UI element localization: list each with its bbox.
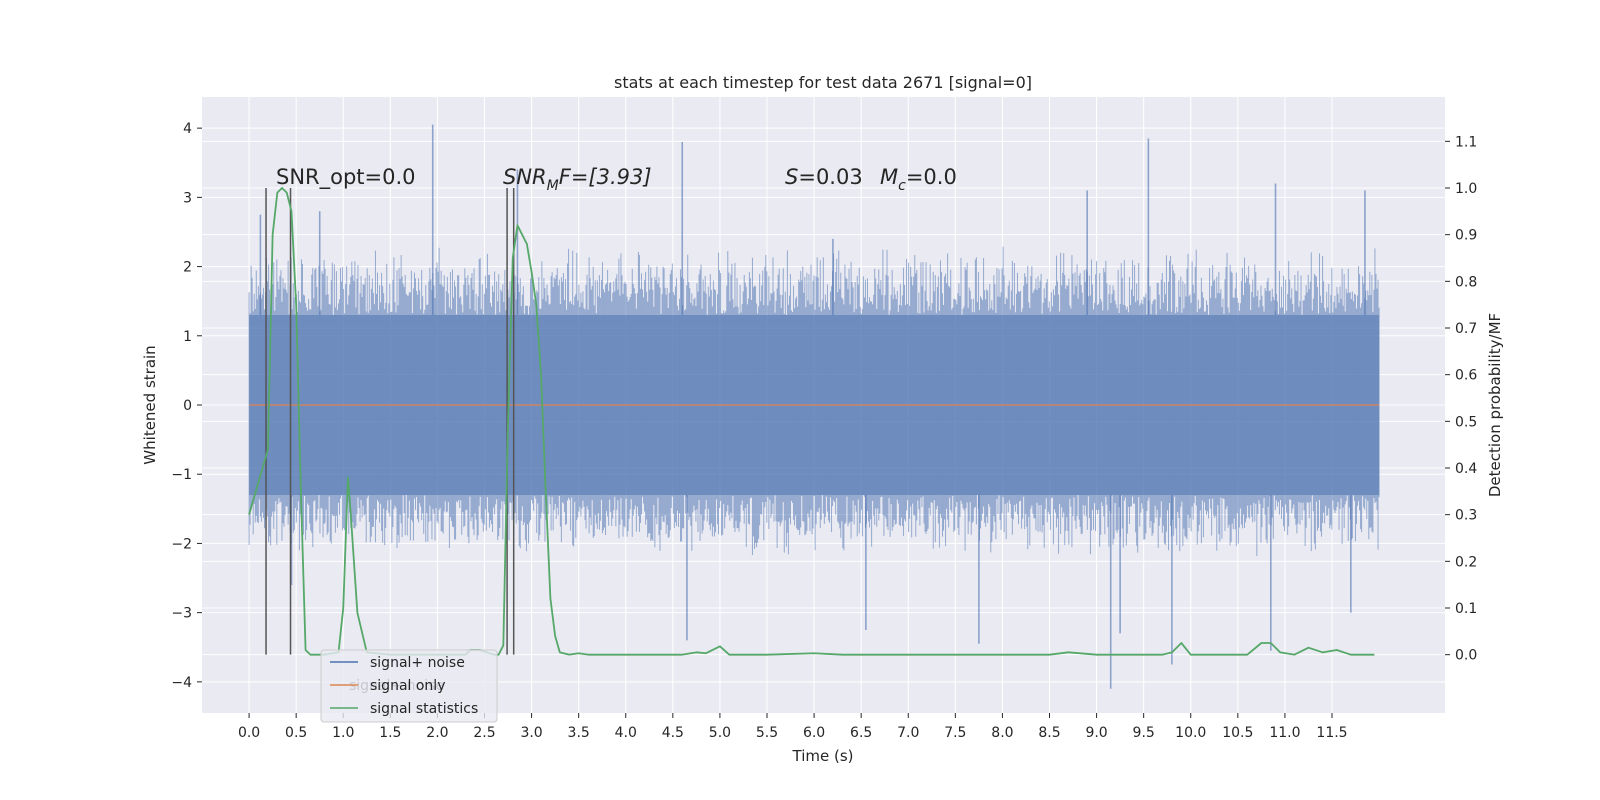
y-right-tick-label: 0.5 (1455, 414, 1477, 430)
mc-label: M (880, 165, 898, 189)
x-tick-label: 6.0 (803, 725, 825, 741)
x-tick-label: 1.5 (379, 725, 401, 741)
snr-mf-base: SNR (503, 165, 547, 189)
y-tick-label: 2 (183, 260, 192, 276)
y-right-tick-label: 1.0 (1455, 181, 1477, 197)
y-tick-label: 4 (183, 121, 192, 137)
y-tick-label: −4 (171, 675, 192, 691)
y-right-tick-label: 0.8 (1455, 274, 1477, 290)
x-tick-label: 8.5 (1038, 725, 1060, 741)
y-right-tick-label: 0.6 (1455, 368, 1477, 384)
x-tick-label: 10.5 (1222, 725, 1253, 741)
x-tick-label: 2.0 (426, 725, 448, 741)
legend-label-signal-plus-noise: signal+ noise (370, 655, 465, 671)
annotation-s: S=0.03 (785, 165, 863, 189)
y-tick-label: 1 (183, 329, 192, 345)
y-right-tick-label: 0.7 (1455, 321, 1477, 337)
x-tick-label: 9.0 (1085, 725, 1107, 741)
x-tick-label: 6.5 (850, 725, 872, 741)
y-tick-label: −3 (171, 606, 192, 622)
snr-mf-sub: M (547, 178, 559, 194)
x-tick-label: 11.0 (1269, 725, 1300, 741)
x-tick-label: 2.5 (473, 725, 495, 741)
y-right-tick-label: 0.0 (1455, 648, 1477, 664)
x-axis-label: Time (s) (792, 747, 854, 765)
marker-lines (265, 188, 515, 655)
y-tick-label: 0 (183, 398, 192, 414)
y-axis-label: Whitened strain (141, 345, 159, 464)
annotation-mc: Mc=0.0 (880, 165, 957, 194)
noise-trace (248, 246, 1380, 557)
legend-label-signal-only: signal only (370, 678, 445, 694)
legend-residual-text: signal+ noise (349, 678, 444, 694)
x-tick-label: 5.0 (709, 725, 731, 741)
x-tick-label: 4.5 (662, 725, 684, 741)
legend-label-signal-statistics: signal statistics (370, 701, 478, 717)
x-tick-label: 10.0 (1175, 725, 1206, 741)
y-right-tick-label: 0.2 (1455, 554, 1477, 570)
s-value: =0.03 (798, 165, 862, 189)
mc-sub: c (898, 178, 906, 194)
y-axis-right-label: Detection probability/MF (1486, 313, 1504, 497)
s-label: S (785, 165, 798, 189)
x-tick-label: 8.0 (991, 725, 1013, 741)
x-tick-label: 9.5 (1133, 725, 1155, 741)
x-tick-label: 4.0 (615, 725, 637, 741)
x-tick-label: 1.0 (332, 725, 354, 741)
x-axis-ticks: 0.0 0.5 1.0 1.5 2.0 2.5 3.0 3.5 4.0 4.5 5.0 5.5 6.0 6… (238, 713, 1348, 741)
y-right-tick-label: 0.1 (1455, 601, 1477, 617)
y-tick-label: −1 (171, 467, 192, 483)
annotation-snr-opt: SNR_opt=0.0 (276, 165, 416, 190)
x-tick-label: 3.5 (568, 725, 590, 741)
annotation-snr-mf: SNRMF=[3.93] (503, 165, 652, 194)
y-tick-label: −2 (171, 536, 192, 552)
y-tick-label: 3 (183, 190, 192, 206)
x-tick-label: 5.5 (756, 725, 778, 741)
legend-box (320, 649, 498, 723)
y-right-tick-label: 1.1 (1455, 134, 1477, 150)
x-tick-label: 0.5 (285, 725, 307, 741)
mc-value: =0.0 (906, 165, 957, 189)
x-tick-label: 3.0 (520, 725, 542, 741)
y-axis-right-ticks: 0.0 0.1 0.2 0.3 0.4 0.5 0.6 0.7 0.8 0.9 1.0 1.1 (1445, 134, 1477, 664)
x-tick-label: 7.5 (944, 725, 966, 741)
x-tick-label: 7.0 (897, 725, 919, 741)
y-axis-ticks: −4 −3 −2 −1 0 1 2 3 4 (171, 121, 202, 691)
y-right-tick-label: 0.9 (1455, 228, 1477, 244)
y-right-tick-label: 0.4 (1455, 461, 1477, 477)
x-tick-label: 11.5 (1316, 725, 1347, 741)
chart-title: stats at each timestep for test data 267… (614, 73, 1032, 92)
y-right-tick-label: 0.3 (1455, 508, 1477, 524)
snr-mf-rest: F=[3.93] (559, 165, 652, 189)
x-tick-label: 0.0 (238, 725, 260, 741)
legend: signal+ noise signal+ noise signal only … (320, 649, 498, 723)
